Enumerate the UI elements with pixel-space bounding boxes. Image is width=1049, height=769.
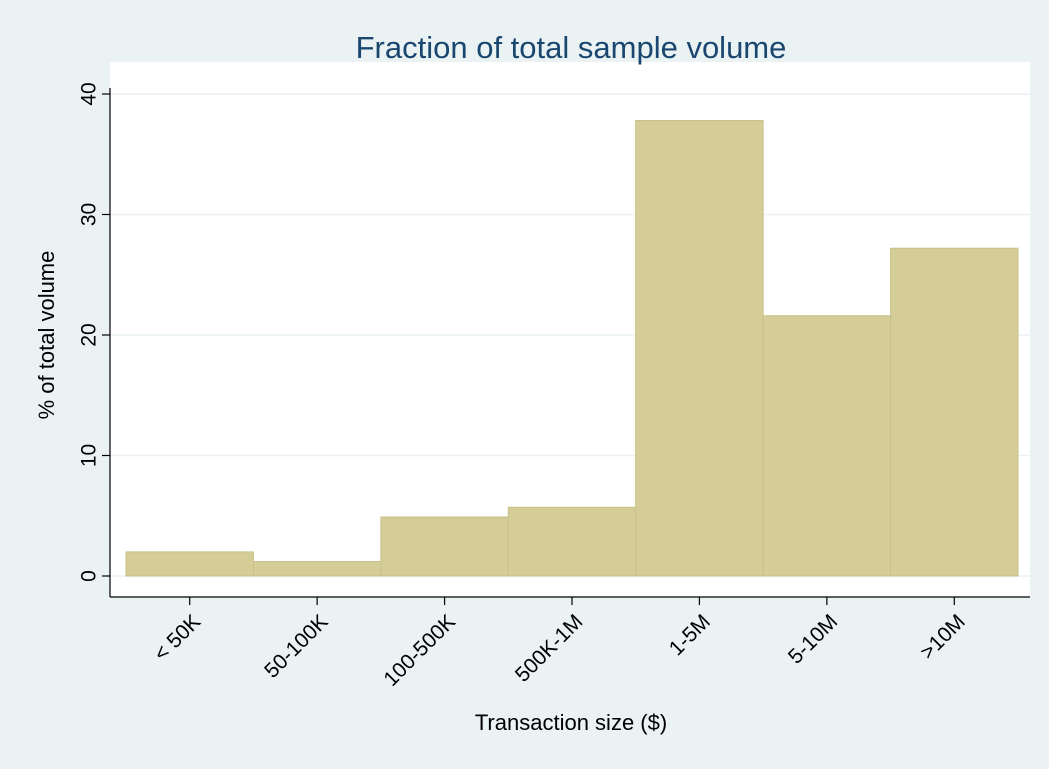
bar [635, 120, 764, 577]
y-tick-label: 0 [78, 570, 101, 582]
y-tick-label: 20 [78, 323, 101, 346]
y-axis-label: % of total volume [34, 251, 59, 420]
y-tick-label: 10 [78, 444, 101, 467]
bar [890, 247, 1019, 577]
chart-title: Fraction of total sample volume [356, 30, 787, 65]
y-tick-label: 30 [78, 203, 101, 226]
bar [252, 561, 382, 577]
bar [507, 506, 637, 577]
x-axis-label: Transaction size ($) [475, 710, 667, 735]
bar [380, 516, 509, 577]
bar [125, 551, 254, 577]
y-tick-label: 40 [78, 82, 101, 105]
bar [762, 315, 892, 577]
